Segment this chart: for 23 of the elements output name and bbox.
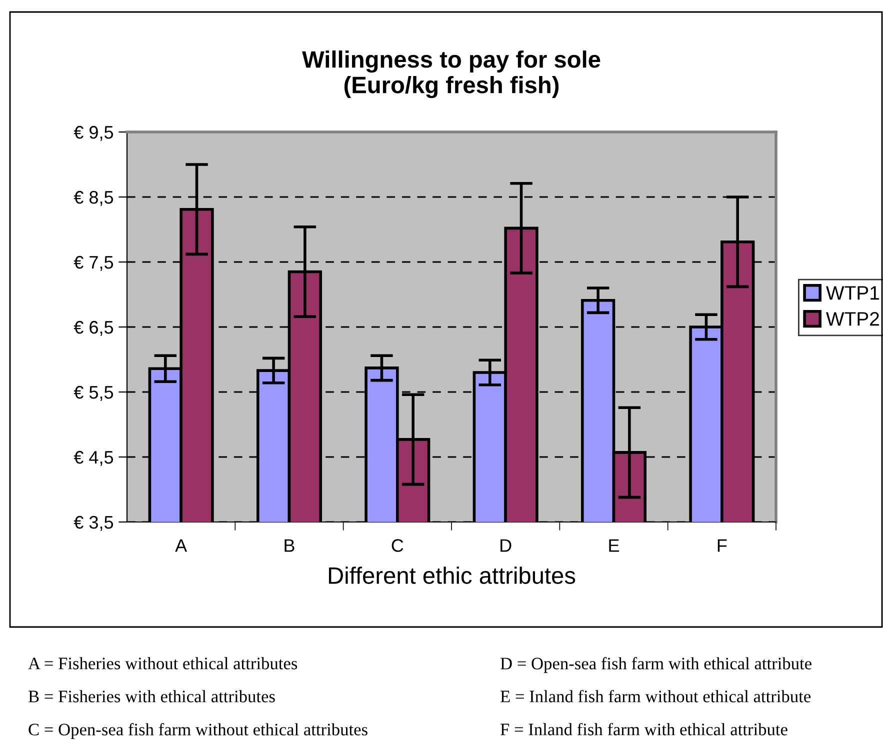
y-tick-label: € 3,5 [74, 516, 114, 531]
x-tick-label: C [392, 539, 404, 552]
x-tick-label: A [175, 539, 188, 552]
x-tick-label: F [718, 539, 727, 552]
x-axis-title: Different ethic attributes [328, 566, 576, 584]
legend-label: WTP1 [826, 286, 879, 300]
chart-title: Willingness to pay for sole (Euro/kg fresh fish) [302, 50, 600, 98]
y-tick-label: € 5,5 [74, 386, 114, 401]
text: B = Fisheries with ethical attributes [28, 690, 275, 702]
y-tick-label: € 7,5 [74, 256, 114, 271]
text: A = Fisheries without ethical attributes [28, 657, 298, 670]
y-tick-label: € 4,5 [74, 450, 114, 466]
text: D = Open-sea fish farm with ethical attribute [500, 657, 812, 673]
legend-label: WTP2 [826, 312, 879, 326]
x-tick-label: D [500, 539, 512, 552]
text: E = Inland fish farm without ethical attribute [500, 690, 811, 702]
text: F = Inland fish farm with ethical attribute [500, 722, 788, 736]
x-tick-label: E [609, 539, 619, 552]
x-tick-label: B [284, 539, 294, 552]
text: C = Open-sea fish farm without ethical attributes [28, 723, 368, 739]
y-tick-label: € 8,5 [74, 190, 114, 206]
y-tick-label: € 9,5 [74, 126, 114, 141]
y-tick-label: € 6,5 [74, 320, 114, 336]
